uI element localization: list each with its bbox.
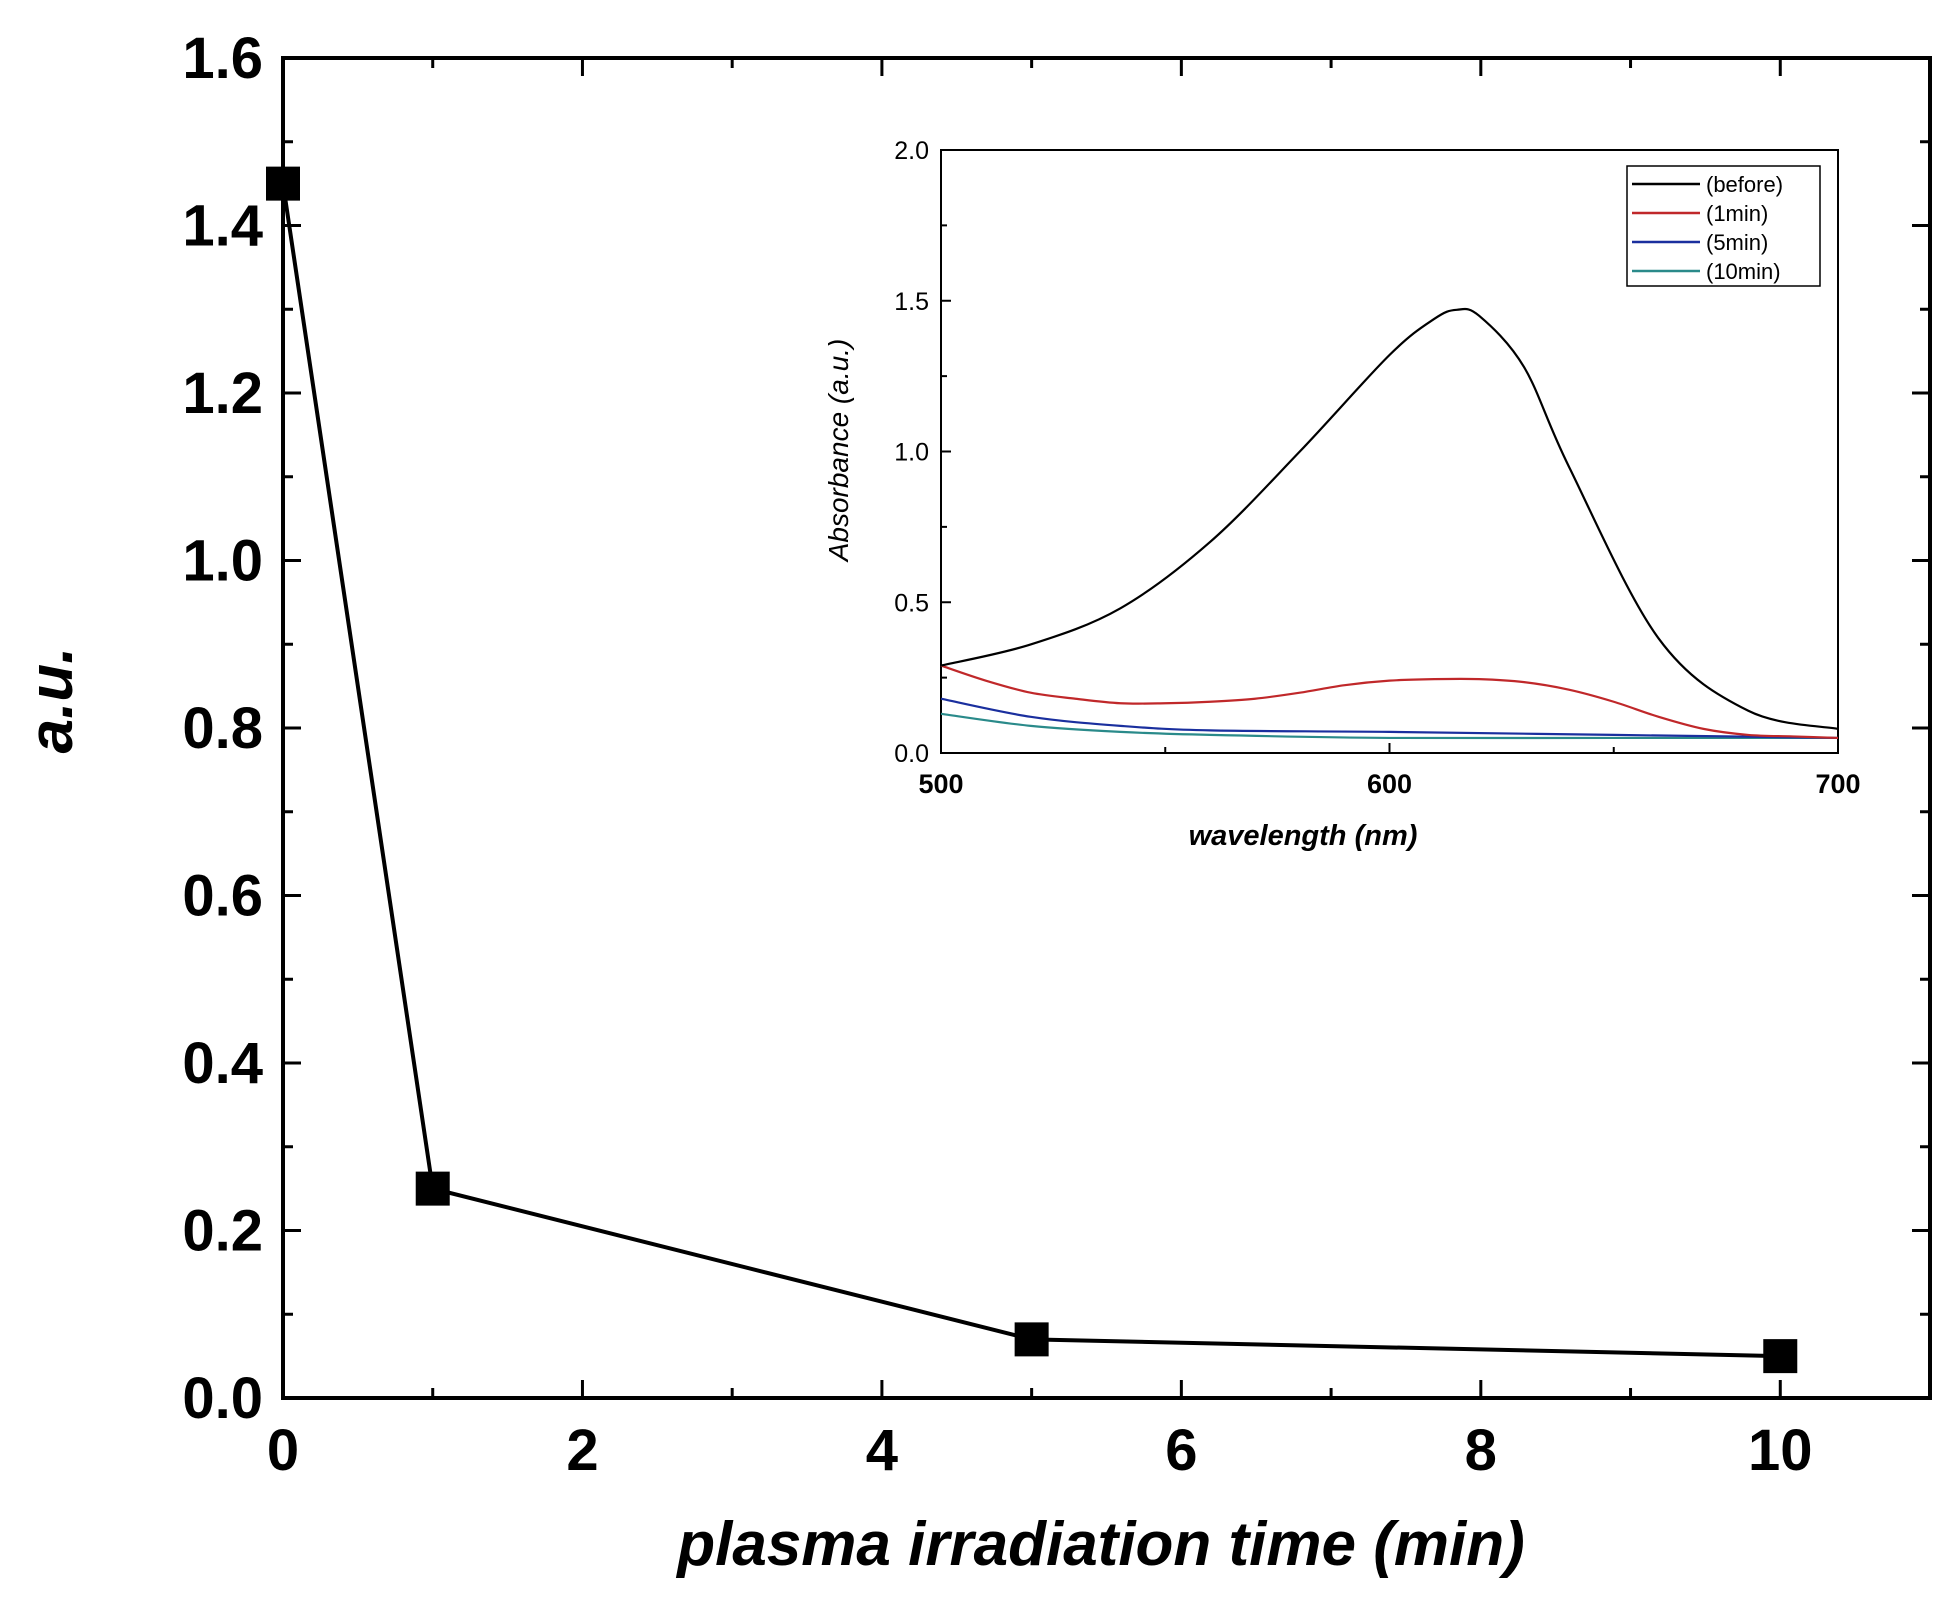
main-x-tick-label: 6: [1165, 1418, 1197, 1483]
main-x-tick-label: 8: [1465, 1418, 1497, 1483]
main-y-tick-label: 0.4: [182, 1031, 263, 1096]
inset-y-tick-label: 1.0: [894, 439, 929, 467]
inset-series-line-10min: [940, 712, 1838, 740]
inset-y-axis-title: Absorbance (a.u.): [823, 339, 854, 564]
main-x-ticks: 0 2 4 6 8 10: [267, 58, 1813, 1483]
inset-y-tick-label: 0.5: [894, 589, 929, 617]
inset-series-line-5min: [940, 697, 1839, 740]
main-data-point: [1763, 1339, 1798, 1374]
main-y-tick-label: 0.6: [182, 864, 263, 929]
main-data-point: [415, 1171, 450, 1206]
main-y-tick-label: 0.2: [182, 1199, 263, 1264]
legend-label-before: (before): [1706, 172, 1783, 197]
inset-plot: 500 600 700 0.0 0.5 1.0 1.5 2.0 (before) (1min)…: [823, 137, 1861, 852]
main-data-point: [1014, 1322, 1049, 1357]
inset-legend: (before) (1min) (5min) (10min): [1626, 165, 1821, 287]
main-y-tick-label: 0.0: [182, 1366, 263, 1431]
legend-label-1min: (1min): [1706, 201, 1768, 226]
inset-y-tick-label: 1.5: [894, 288, 929, 316]
main-y-tick-label: 1.0: [182, 529, 263, 594]
inset-x-tick-label: 700: [1815, 769, 1860, 799]
inset-x-axis-title: wavelength (nm): [1189, 820, 1418, 852]
inset-y-ticks: 0.0 0.5 1.0 1.5 2.0: [894, 137, 951, 768]
main-plot: 0 2 4 6 8 10 0.0 0.2 0.4 0.6 0.8 1.0 1.2 1.4 1.6 plas…: [17, 26, 1932, 1579]
inset-series: [940, 307, 1839, 740]
main-x-axis-title: plasma irradiation time (min): [675, 1510, 1525, 1579]
inset-x-ticks: 500 600 700: [918, 743, 1861, 799]
main-x-tick-label: 4: [866, 1418, 898, 1483]
main-x-tick-label: 0: [267, 1418, 299, 1483]
main-y-axis-title: a.u.: [17, 647, 86, 754]
main-y-tick-label: 0.8: [182, 696, 263, 761]
inset-series-line-before: [940, 307, 1839, 730]
main-series: [266, 166, 1798, 1374]
main-x-tick-label: 10: [1748, 1418, 1813, 1483]
main-data-point: [266, 166, 300, 201]
inset-y-tick-label: 2.0: [894, 137, 929, 165]
main-y-tick-label: 1.4: [182, 194, 263, 259]
main-x-tick-label: 2: [566, 1418, 598, 1483]
legend-label-5min: (5min): [1706, 230, 1768, 255]
main-y-tick-label: 1.2: [182, 361, 263, 426]
inset-x-tick-label: 600: [1367, 769, 1412, 799]
inset-x-tick-label: 500: [918, 769, 963, 799]
main-y-ticks: 0.0 0.2 0.4 0.6 0.8 1.0 1.2 1.4 1.6: [182, 26, 1930, 1431]
inset-series-line-1min: [940, 664, 1839, 740]
main-series-line-absorbance: [281, 183, 1781, 1359]
legend-label-10min: (10min): [1706, 259, 1781, 284]
main-y-tick-label: 1.6: [182, 26, 263, 91]
inset-legend-box: [1626, 165, 1821, 287]
inset-y-tick-label: 0.0: [894, 740, 929, 768]
